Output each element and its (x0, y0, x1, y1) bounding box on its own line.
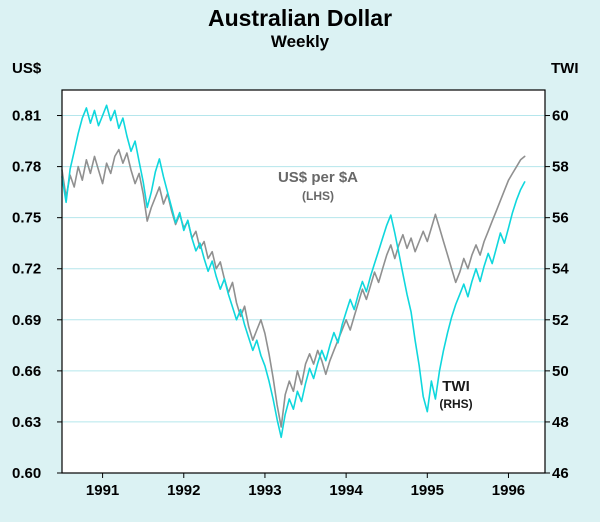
left-axis-unit: US$ (12, 60, 42, 77)
chart-title: Australian Dollar (207, 5, 393, 31)
chart-subtitle: Weekly (270, 32, 330, 51)
right-axis-tick-label: 60 (552, 108, 569, 125)
x-axis-tick-label: 1992 (167, 482, 200, 499)
series-line-twi (61, 104, 526, 439)
x-axis-tick-label: 1993 (248, 482, 281, 499)
series-label-usd-axis: (LHS) (302, 189, 334, 203)
series-label-twi-axis: (RHS) (439, 397, 473, 411)
x-axis-tick-label: 1996 (492, 482, 525, 499)
left-axis-tick-label: 0.81 (12, 108, 41, 125)
right-axis-tick-label: 48 (552, 414, 569, 431)
right-axis-tick-label: 46 (552, 465, 569, 482)
x-axis-tick-label: 1994 (329, 482, 363, 499)
left-axis-tick-label: 0.60 (12, 465, 41, 482)
series-label-usd: US$ per $A (277, 169, 359, 186)
x-axis-tick-label: 1991 (86, 482, 119, 499)
right-axis-tick-label: 58 (552, 159, 569, 176)
left-axis-tick-label: 0.75 (12, 210, 41, 227)
right-axis-tick-label: 50 (552, 363, 569, 380)
series-label-twi: TWI (442, 378, 470, 395)
left-axis-tick-label: 0.78 (12, 159, 41, 176)
left-axis-tick-label: 0.72 (12, 261, 41, 278)
right-axis-unit: TWI (551, 60, 579, 77)
plot-area (62, 90, 545, 473)
right-axis-tick-label: 54 (552, 261, 569, 278)
left-axis-tick-label: 0.66 (12, 363, 41, 380)
series-line-usd_per_aud (61, 148, 526, 428)
left-axis-tick-label: 0.69 (12, 312, 41, 329)
right-axis-tick-label: 56 (552, 210, 569, 227)
left-axis-tick-label: 0.63 (12, 414, 41, 431)
plot-frame (61, 89, 546, 474)
right-axis-tick-label: 52 (552, 312, 569, 329)
x-axis-tick-label: 1995 (411, 482, 444, 499)
